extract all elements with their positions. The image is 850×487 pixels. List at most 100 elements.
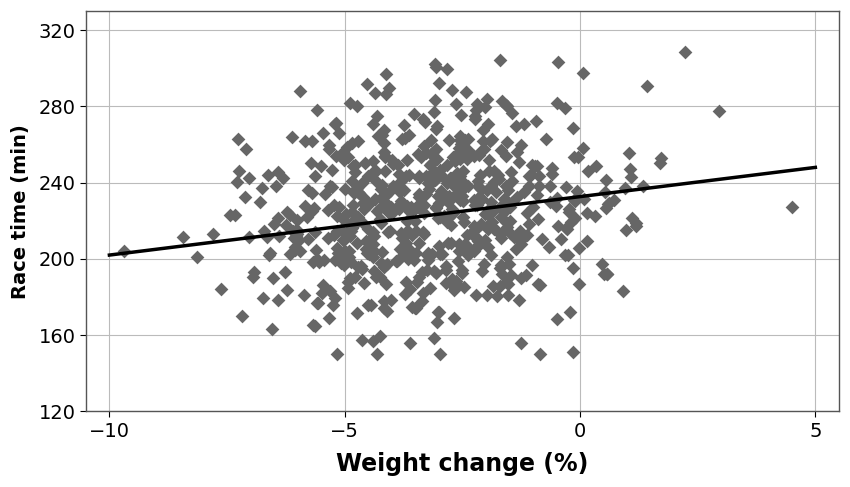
Point [370, 273, 383, 281]
Point [469, 106, 483, 114]
Point [484, 220, 497, 227]
Point [480, 186, 494, 193]
Point [431, 308, 445, 316]
Point [379, 91, 393, 98]
Point [441, 198, 455, 206]
Point [400, 227, 414, 235]
Point [422, 186, 435, 193]
Point [331, 244, 344, 252]
Point [486, 282, 500, 290]
Point [581, 209, 594, 217]
Point [513, 158, 526, 166]
Point [447, 182, 461, 190]
Point [367, 247, 381, 255]
Point [400, 279, 413, 286]
Point [449, 277, 462, 285]
Point [342, 226, 355, 234]
Point [492, 175, 506, 183]
Point [354, 179, 368, 187]
Point [514, 274, 528, 282]
Point [428, 96, 442, 104]
Point [469, 233, 483, 241]
Point [455, 266, 468, 274]
Point [552, 58, 565, 66]
Point [325, 184, 338, 191]
Point [626, 214, 639, 222]
Point [470, 100, 484, 108]
Point [401, 244, 415, 252]
Point [501, 197, 514, 205]
Point [345, 208, 359, 216]
Point [366, 120, 380, 128]
Point [443, 196, 456, 204]
Point [352, 137, 366, 145]
Point [419, 172, 433, 180]
Point [370, 112, 383, 120]
Point [482, 205, 496, 213]
Point [513, 238, 526, 245]
Point [499, 182, 513, 190]
Point [366, 337, 380, 345]
Point [252, 199, 266, 206]
Point [505, 177, 518, 185]
Point [355, 337, 369, 344]
Point [450, 150, 464, 158]
Point [387, 182, 400, 190]
Point [336, 260, 349, 267]
Point [569, 214, 582, 222]
Point [359, 159, 372, 167]
Point [386, 160, 400, 168]
Point [323, 182, 337, 190]
Y-axis label: Race time (min): Race time (min) [11, 124, 30, 299]
Point [384, 204, 398, 211]
Point [576, 69, 590, 76]
Point [453, 136, 467, 144]
Point [510, 193, 524, 201]
Point [445, 209, 459, 217]
Point [622, 150, 636, 157]
Point [542, 244, 556, 251]
Point [374, 220, 388, 227]
Point [426, 148, 439, 155]
Point [402, 250, 416, 258]
Point [378, 152, 392, 160]
Point [550, 99, 564, 107]
Point [316, 281, 330, 289]
Point [526, 203, 540, 211]
Point [598, 188, 612, 196]
Point [291, 230, 304, 238]
Point [332, 203, 345, 211]
Point [443, 211, 456, 219]
Point [441, 239, 455, 247]
Point [472, 193, 485, 201]
X-axis label: Weight change (%): Weight change (%) [337, 452, 588, 476]
Point [457, 283, 471, 291]
Point [456, 213, 470, 221]
Point [423, 177, 437, 185]
Point [484, 198, 498, 206]
Point [491, 171, 505, 179]
Point [618, 185, 632, 192]
Point [469, 292, 483, 300]
Point [405, 302, 419, 310]
Point [383, 187, 397, 194]
Point [471, 237, 484, 245]
Point [600, 270, 614, 278]
Point [348, 169, 361, 176]
Point [355, 265, 369, 273]
Point [569, 198, 582, 206]
Point [502, 260, 516, 268]
Point [343, 253, 356, 261]
Point [494, 261, 507, 268]
Point [471, 182, 484, 190]
Point [439, 280, 452, 287]
Point [322, 141, 336, 149]
Point [532, 182, 546, 189]
Point [301, 186, 314, 194]
Point [287, 234, 301, 242]
Point [450, 192, 464, 200]
Point [375, 131, 388, 139]
Point [501, 138, 514, 146]
Point [456, 185, 470, 192]
Point [389, 257, 403, 264]
